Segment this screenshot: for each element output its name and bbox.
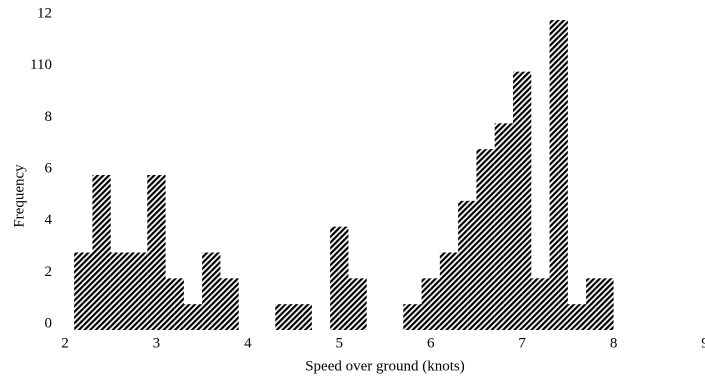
bar [567,304,577,330]
bar [540,278,550,330]
bar [74,252,84,330]
x-tick-label: 2 [61,335,69,351]
bar [595,278,605,330]
x-axis-label: Speed over ground (knots) [305,358,465,374]
bar [485,149,495,330]
y-tick-label: 0 [45,315,53,331]
bar [101,175,111,330]
x-tick-label: 4 [244,335,252,351]
y-tick-label: 4 [45,212,53,228]
bar [467,200,477,330]
bar [119,252,129,330]
bar [577,304,587,330]
bar [403,304,413,330]
bar [513,71,523,331]
bar [165,278,175,330]
bar [330,226,340,330]
y-tick-label: 12 [37,5,52,21]
bar [549,20,559,330]
x-tick-label: 7 [518,335,526,351]
bar [503,123,513,330]
bar [92,175,102,330]
y-tick-label: 6 [45,160,53,176]
bar [421,278,431,330]
bar [284,304,294,330]
bar [110,252,120,330]
bar [531,278,541,330]
bar [183,304,193,330]
x-tick-label: 6 [427,335,435,351]
bar [348,278,358,330]
bar [156,175,166,330]
bar [586,278,596,330]
bar [522,71,532,331]
bar [293,304,303,330]
bar [202,252,212,330]
y-tick-label: 2 [45,264,53,280]
bar [129,252,139,330]
bar [558,20,568,330]
bar [211,252,221,330]
bar [220,278,230,330]
bar [138,252,148,330]
y-axis-label: Frequency [11,164,27,228]
bar [229,278,239,330]
x-tick-label: 5 [336,335,344,351]
bar [193,304,203,330]
bar [476,149,486,330]
x-tick-label: 3 [153,335,161,351]
bar [494,123,504,330]
bar [458,200,468,330]
bar [449,252,459,330]
bar [412,304,422,330]
bar [275,304,285,330]
y-tick-label: 8 [45,109,53,125]
y-tick-label: 110 [30,57,52,73]
bar [339,226,349,330]
x-tick-label: 8 [610,335,618,351]
bar [439,252,449,330]
bar [302,304,312,330]
bar [430,278,440,330]
bar [147,175,157,330]
bar [83,252,93,330]
bar [174,278,184,330]
bar [357,278,367,330]
x-tick-label: 9 [701,335,705,351]
bar [604,278,614,330]
